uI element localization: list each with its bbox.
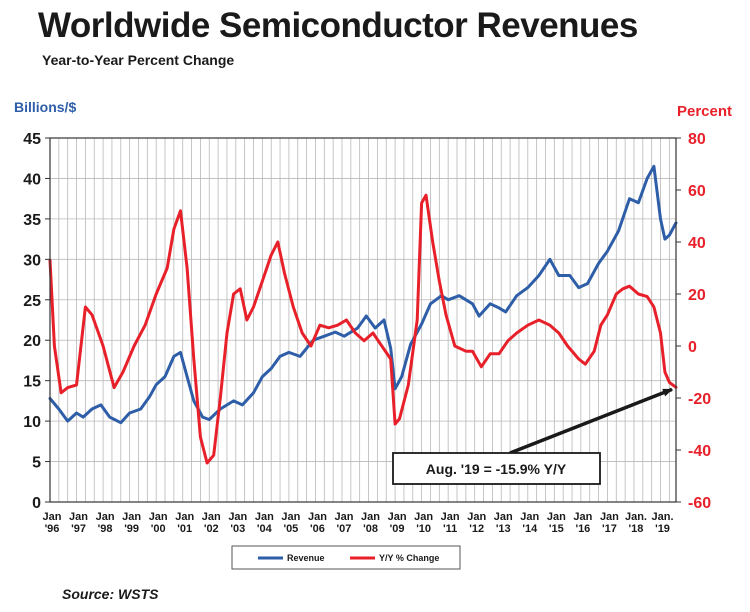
right-axis-tick-label: 20 (688, 287, 706, 304)
x-axis-tick-label: Jan '02 (202, 511, 221, 535)
right-axis-tick-label: -20 (688, 391, 711, 408)
plot-frame (49, 137, 677, 503)
legend-label-revenue: Revenue (287, 553, 325, 563)
annotation-text: Aug. '19 = -15.9% Y/Y (426, 461, 567, 477)
source-note: Source: WSTS (62, 586, 159, 602)
x-axis-tick-label: Jan '13 (494, 511, 513, 535)
x-axis-tick-label: Jan '97 (69, 511, 88, 535)
x-axis-tick-label: Jan '98 (96, 511, 115, 535)
right-axis-tick-label: 40 (688, 235, 706, 252)
left-axis-tick-label: 30 (23, 252, 41, 269)
x-axis-tick-label: Jan '96 (43, 511, 62, 535)
left-axis-tick-label: 15 (23, 374, 41, 391)
right-axis-tick-label: 0 (688, 339, 697, 356)
x-axis-tick-label: Jan '11 (441, 511, 460, 535)
chart-subtitle: Year-to-Year Percent Change (42, 52, 235, 68)
right-axis-tick-label: 80 (688, 131, 706, 148)
yoy-change-line (48, 193, 678, 465)
annotation-arrow (509, 387, 673, 455)
x-axis-tick-label: Jan '03 (228, 511, 247, 535)
x-axis-tick-label: Jan '00 (149, 511, 168, 535)
left-axis-label: Billions/$ (14, 99, 77, 115)
left-axis-tick-label: 5 (32, 455, 41, 472)
right-axis-tick-label: -40 (688, 443, 711, 460)
x-axis-tick-label: Jan '08 (361, 511, 380, 535)
left-axis-tick-label: 40 (23, 171, 41, 188)
right-axis-tick-label: -60 (688, 495, 711, 512)
right-axis-tick-label: 60 (688, 183, 706, 200)
axes: 0 5 10 15 20 25 30 35 40 45 -60 -40 -20 0 20 40 60 80 Jan '… (23, 131, 711, 535)
left-axis-tick-label: 35 (23, 212, 41, 229)
x-axis-tick-label: Jan '15 (547, 511, 566, 535)
x-axis-tick-label: Jan '12 (467, 511, 486, 535)
left-axis-tick-label: 10 (23, 414, 41, 431)
x-axis-tick-label: Jan '14 (520, 511, 539, 535)
x-axis-tick-label: Jan. '19 (652, 511, 674, 535)
x-axis-tick-label: Jan '01 (175, 511, 194, 535)
chart-title: Worldwide Semiconductor Revenues (38, 6, 638, 45)
x-axis-tick-label: Jan '07 (335, 511, 354, 535)
left-axis-tick-label: 45 (23, 131, 41, 148)
left-axis-tick-label: 25 (23, 293, 41, 310)
legend-box (231, 545, 461, 570)
x-axis-tick-label: Jan '10 (414, 511, 433, 535)
series-layer (48, 164, 678, 465)
left-axis-tick-label: 0 (32, 495, 41, 512)
left-axis-tick-label: 20 (23, 333, 41, 350)
annotation-box (392, 452, 601, 485)
x-axis-tick-label: Jan '05 (281, 511, 300, 535)
x-axis-tick-label: Jan '04 (255, 511, 274, 535)
right-axis-label: Percent (676, 103, 732, 120)
annotation: Aug. '19 = -15.9% Y/Y (392, 387, 673, 485)
revenue-line (48, 164, 678, 425)
x-axis-tick-label: Jan '17 (600, 511, 619, 535)
x-axis-tick-label: Jan '99 (122, 511, 141, 535)
x-axis-tick-label: Jan '09 (388, 511, 407, 535)
legend-label-yoy: Y/Y % Change (379, 553, 439, 563)
x-axis-tick-label: Jan '06 (308, 511, 327, 535)
legend: Revenue Y/Y % Change (231, 545, 461, 570)
x-axis-tick-label: Jan. '18 (625, 511, 647, 535)
x-axis-tick-label: Jan '16 (573, 511, 592, 535)
